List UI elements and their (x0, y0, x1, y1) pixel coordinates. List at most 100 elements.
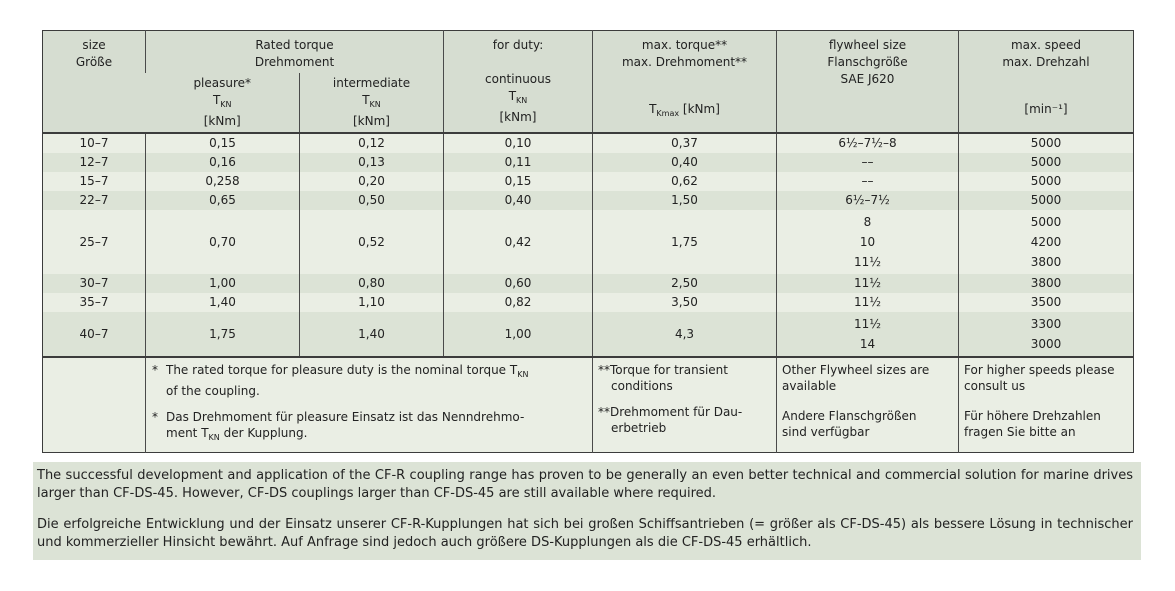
header-rated-torque-group: Rated torque Drehmoment (145, 30, 444, 73)
header-pleasure-label: pleasure* (193, 76, 252, 90)
header-size: size Größe (42, 30, 146, 133)
cell-flywheel: –– (776, 172, 959, 191)
cell-pleasure: 1,75 (145, 312, 300, 357)
cell-continuous: 0,10 (443, 132, 593, 153)
asterisk: * (152, 363, 158, 377)
cell-size: 40–7 (42, 312, 146, 357)
footnote-rated-torque: * The rated torque for pleasure duty is … (145, 356, 593, 453)
table-row: 40–7 1,75 1,40 1,00 4,3 11½ 14 3300 3000 (42, 312, 1134, 357)
cell-intermediate: 0,80 (299, 274, 444, 293)
cell-pleasure: 0,15 (145, 132, 300, 153)
cell-max-torque: 4,3 (592, 312, 777, 357)
cell-intermediate: 0,20 (299, 172, 444, 191)
cell-continuous: 0,82 (443, 293, 593, 312)
footnote-flywheel: Other Flywheel sizes are available Ander… (776, 356, 959, 453)
cell-max-torque: 3,50 (592, 293, 777, 312)
cell-pleasure: 0,16 (145, 153, 300, 172)
cell-speed: 5000 (958, 132, 1134, 153)
header-rated-de: Drehmoment (254, 55, 335, 69)
footnote-speed: For higher speeds please consult us Für … (958, 356, 1134, 453)
header-max-torque-de: max. Drehmoment** (621, 55, 748, 69)
header-flywheel-de: Flanschgröße (827, 55, 908, 69)
cell-speed: 5000 4200 3800 (958, 210, 1134, 274)
cell-pleasure: 0,65 (145, 191, 300, 210)
cell-speed: 3800 (958, 274, 1134, 293)
cell-continuous: 0,60 (443, 274, 593, 293)
header-pleasure: pleasure* TKN [kNm] (145, 73, 300, 133)
cell-flywheel: 11½ 14 (776, 312, 959, 357)
cell-speed: 5000 (958, 191, 1134, 210)
cell-pleasure: 0,258 (145, 172, 300, 191)
header-pleasure-unit: [kNm] (203, 114, 241, 128)
cell-size: 25–7 (42, 210, 146, 274)
cell-intermediate: 0,12 (299, 132, 444, 153)
header-max-speed-unit: [min⁻¹] (1024, 102, 1068, 116)
footnote-max-torque: **Torque for transient conditions **Dreh… (592, 356, 777, 453)
cell-size: 10–7 (42, 132, 146, 153)
cell-max-torque: 1,50 (592, 191, 777, 210)
footer-paragraph-en: The successful development and applicati… (37, 468, 1133, 501)
header-pleasure-symbol: TKN (212, 93, 232, 109)
cell-flywheel: 6½–7½–8 (776, 132, 959, 153)
header-intermediate: intermediate TKN [kNm] (299, 73, 444, 133)
header-max-speed-de: max. Drehzahl (1002, 55, 1090, 69)
cell-flywheel: 11½ (776, 274, 959, 293)
header-continuous-unit: [kNm] (499, 110, 537, 124)
cell-flywheel: 6½–7½ (776, 191, 959, 210)
cell-size: 35–7 (42, 293, 146, 312)
cell-speed: 3500 (958, 293, 1134, 312)
cell-max-torque: 0,62 (592, 172, 777, 191)
header-row-1: size Größe Rated torque Drehmoment for d… (42, 30, 1134, 133)
cell-continuous: 0,42 (443, 210, 593, 274)
footnote-speed-en: For higher speeds please consult us (964, 363, 1115, 393)
header-max-torque: max. torque** max. Drehmoment** TKmax [k… (592, 30, 777, 133)
cell-speed: 5000 (958, 172, 1134, 191)
header-intermediate-unit: [kNm] (353, 114, 390, 128)
header-max-speed: max. speed max. Drehzahl [min⁻¹] (958, 30, 1134, 133)
header-intermediate-label: intermediate (332, 76, 411, 90)
cell-intermediate: 0,52 (299, 210, 444, 274)
table-row: 10–7 0,15 0,12 0,10 0,37 6½–7½–8 5000 (42, 132, 1134, 153)
cell-pleasure: 1,00 (145, 274, 300, 293)
cell-size: 15–7 (42, 172, 146, 191)
header-intermediate-symbol: TKN (362, 93, 381, 109)
cell-intermediate: 0,13 (299, 153, 444, 172)
cell-speed: 5000 (958, 153, 1134, 172)
table-row: 30–7 1,00 0,80 0,60 2,50 11½ 3800 (42, 274, 1134, 293)
cell-max-torque: 2,50 (592, 274, 777, 293)
footer-paragraph-de: Die erfolgreiche Entwicklung und der Ein… (37, 517, 1133, 550)
cell-intermediate: 0,50 (299, 191, 444, 210)
footnote-flywheel-de: Andere Flanschgrößen sind verfügbar (782, 409, 917, 439)
cell-flywheel: 11½ (776, 293, 959, 312)
table-row: 22–7 0,65 0,50 0,40 1,50 6½–7½ 5000 (42, 191, 1134, 210)
table-row: 12–7 0,16 0,13 0,11 0,40 –– 5000 (42, 153, 1134, 172)
asterisk: * (152, 410, 158, 424)
cell-max-torque: 0,37 (592, 132, 777, 153)
header-max-torque-symbol: TKmax [kNm] (649, 102, 720, 118)
cell-continuous: 0,11 (443, 153, 593, 172)
cell-size: 12–7 (42, 153, 146, 172)
footnote-max-torque-de: **Drehmoment für Dau- erbetrieb (598, 405, 743, 435)
spec-table: size Größe Rated torque Drehmoment for d… (42, 30, 1134, 453)
cell-continuous: 0,40 (443, 191, 593, 210)
cell-continuous: 0,15 (443, 172, 593, 191)
header-continuous-symbol: TKN (508, 89, 528, 105)
header-size-en: size (82, 38, 106, 52)
header-size-de: Größe (75, 55, 113, 69)
cell-max-torque: 0,40 (592, 153, 777, 172)
cell-pleasure: 1,40 (145, 293, 300, 312)
footnote-speed-de: Für höhere Drehzahlen fragen Sie bitte a… (964, 409, 1101, 439)
cell-max-torque: 1,75 (592, 210, 777, 274)
footer-note: The successful development and applicati… (33, 462, 1141, 560)
footnote-flywheel-en: Other Flywheel sizes are available (782, 363, 930, 393)
footnote-rated-en: * The rated torque for pleasure duty is … (152, 363, 529, 398)
cell-intermediate: 1,10 (299, 293, 444, 312)
footnote-empty-cell (42, 356, 146, 453)
header-row-2: pleasure* TKN [kNm] intermediate TKN [kN… (43, 73, 1134, 133)
header-flywheel: flywheel size Flanschgröße SAE J620 (776, 30, 959, 133)
footnote-rated-de: * Das Drehmoment für pleasure Einsatz is… (152, 410, 525, 442)
table-row: 25–7 0,70 0,52 0,42 1,75 8 10 11½ 5000 4… (42, 210, 1134, 274)
header-for-duty: for duty: continuous TKN [kNm] (443, 30, 593, 133)
header-max-speed-en: max. speed (1010, 38, 1082, 52)
header-flywheel-en: flywheel size (828, 38, 907, 52)
